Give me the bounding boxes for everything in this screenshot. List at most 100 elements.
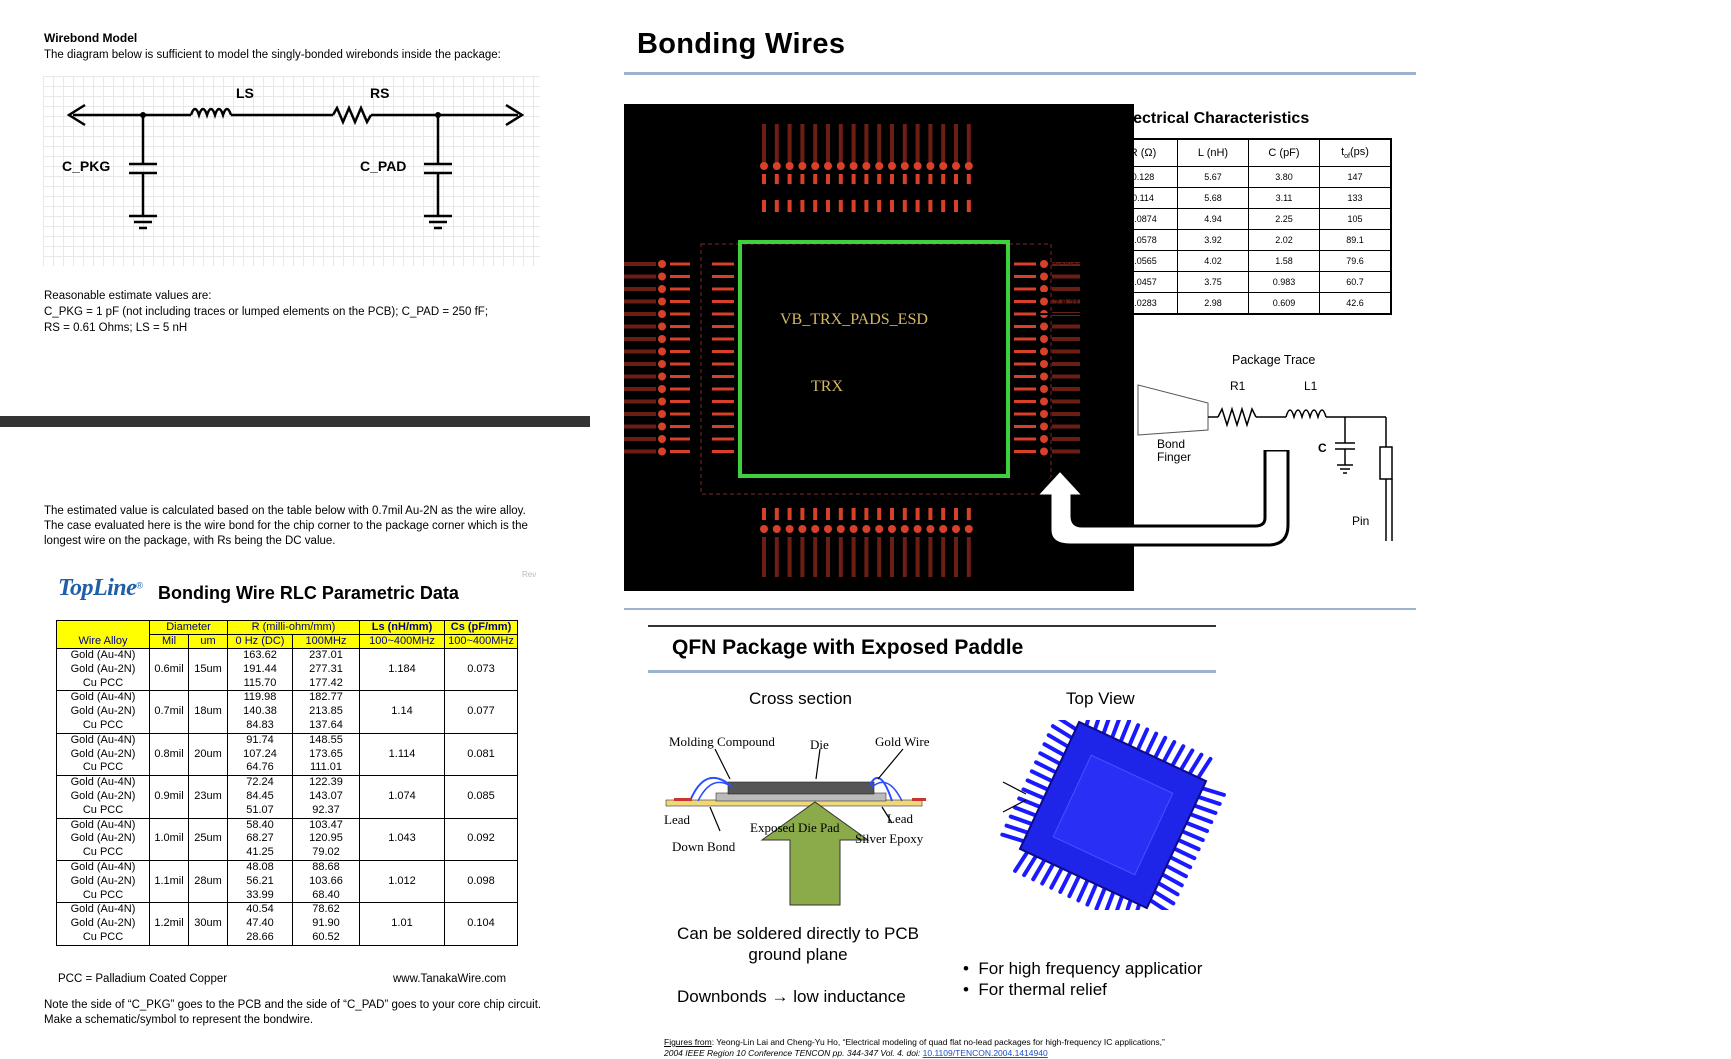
alloy-cell: Cu PCC <box>56 676 150 692</box>
layout-pad <box>954 174 958 184</box>
ec-cell: 133 <box>1319 187 1392 209</box>
mhz-cell: 103.66 <box>292 874 360 889</box>
layout-pad <box>712 312 734 316</box>
ec-cell: 89.1 <box>1319 229 1392 251</box>
layout-pad <box>838 537 843 577</box>
layout-pad <box>1052 424 1080 429</box>
hdr-r: R (milli-ohm/mm) <box>227 620 360 635</box>
l1-inductor-icon <box>1285 409 1327 420</box>
layout-pad <box>926 525 935 533</box>
alloy-cell: Gold (Au-2N) <box>56 705 150 719</box>
layout-pad <box>624 262 656 266</box>
layout-pad <box>1014 325 1036 328</box>
ec-cell: 0.0457 <box>1108 271 1178 293</box>
wirebond-intro: The diagram below is sufficient to model… <box>44 49 501 61</box>
tanaka-website[interactable]: www.TanakaWire.com <box>393 973 507 985</box>
layout-pad <box>624 299 656 304</box>
mhz-cell: 120.95 <box>292 832 360 847</box>
qfn-lead <box>1042 742 1066 758</box>
layout-pad <box>838 200 843 212</box>
layout-pad <box>772 162 781 170</box>
layout-pad <box>864 124 869 164</box>
mhz-cell: 237.01 <box>292 647 360 663</box>
layout-pad <box>712 350 734 353</box>
layout-pad <box>760 525 768 533</box>
layout-pad <box>658 272 666 281</box>
solder-note: Can be soldered directly to PCB ground p… <box>673 923 923 965</box>
layout-pad <box>624 424 656 429</box>
top-view-label: Top View <box>1066 689 1135 708</box>
doi-link[interactable]: 10.1109/TENCON.2004.1414940 <box>922 1048 1048 1058</box>
ec-cell: 0.0874 <box>1108 208 1178 230</box>
package-trace-diagram <box>1130 355 1430 560</box>
rlc-row: Cu PCC 41.25 79.02 <box>56 846 518 861</box>
ec-cell: 6,9,20,23 <box>1036 271 1109 293</box>
rlc-row: Gold (Au-2N) 84.45 143.07 <box>56 789 518 804</box>
ec-row: 3,12,17,26 0.0874 4.94 2.25 105 <box>1036 208 1392 230</box>
layout-pad <box>915 124 920 164</box>
ls-cell: 1.184 <box>359 647 445 692</box>
layout-pad <box>762 174 766 184</box>
hdr-mil: Mil <box>149 634 189 649</box>
um-cell: 15um <box>188 647 228 692</box>
layout-pad <box>902 200 907 212</box>
layout-pad <box>849 525 858 533</box>
qfn-lead <box>1136 727 1150 752</box>
layout-pad <box>928 508 933 520</box>
hdr-mhz: 100MHz <box>292 634 360 649</box>
layout-pad <box>712 425 734 428</box>
mhz-cell: 78.62 <box>292 902 360 918</box>
mid-rule <box>624 608 1416 610</box>
layout-pad <box>624 449 656 454</box>
layout-pad <box>658 372 666 381</box>
cs-cell: 0.073 <box>444 647 518 692</box>
layout-pad <box>798 162 807 170</box>
layout-pad <box>952 162 960 170</box>
qfn-lead <box>1130 902 1142 910</box>
layout-pad <box>1040 385 1048 393</box>
layout-pad <box>941 537 946 577</box>
mhz-cell: 177.42 <box>292 676 360 692</box>
layout-pad <box>624 387 656 391</box>
ls-cell: 1.074 <box>359 775 445 819</box>
qfn-lead <box>1112 894 1124 910</box>
layout-pad <box>851 537 856 577</box>
qfn-lead <box>1084 720 1095 728</box>
alloy-cell: Gold (Au-4N) <box>56 902 150 918</box>
dc-cell: 47.40 <box>227 917 293 931</box>
rlc-row: Gold (Au-4N) 0.8mil 20um 91.74 148.55 1.114 0.… <box>56 732 518 777</box>
layout-pad <box>658 410 666 418</box>
layout-pad <box>670 400 690 403</box>
alloy-cell: Gold (Au-2N) <box>56 789 150 804</box>
solder-line1: Can be soldered directly to PCB <box>677 924 919 943</box>
bullet-high-frequency: • For high frequency applicatior <box>963 959 1203 978</box>
cpkg-label: C_PKG <box>62 158 111 174</box>
layout-pad <box>864 174 869 184</box>
qfn-lead <box>1004 823 1030 835</box>
layout-pad <box>760 162 768 170</box>
package-trace-svg <box>1137 384 1393 541</box>
qfn-lead <box>1184 820 1210 834</box>
rlc-table-wrap: Diameter R (milli-ohm/mm) Ls (nH/mm) Cs … <box>56 620 518 946</box>
estimates-line1: C_PKG = 1 pF (not including traces or lu… <box>44 306 489 318</box>
layout-pad <box>851 508 856 520</box>
dc-cell: 41.25 <box>227 846 293 861</box>
solder-line2: ground plane <box>748 945 848 964</box>
layout-pad <box>811 162 820 170</box>
down-bond-label: Down Bond <box>672 839 736 854</box>
qfn-lead <box>1076 878 1090 903</box>
dc-cell: 91.74 <box>227 732 293 748</box>
layout-pad <box>1052 374 1080 379</box>
rs-label: RS <box>370 85 390 101</box>
r1-label: R1 <box>1230 379 1246 393</box>
cross-section-svg <box>665 748 926 906</box>
qfn-lead <box>1031 858 1047 882</box>
layout-pad <box>624 412 656 416</box>
qfn-title-rule <box>648 670 1216 673</box>
qfn-lead <box>1058 870 1073 894</box>
layout-pad <box>787 537 792 577</box>
layout-pad <box>1014 337 1036 341</box>
qfn-lead <box>1188 812 1214 825</box>
cs-cell: 0.085 <box>444 775 518 819</box>
mhz-cell: 143.07 <box>292 789 360 804</box>
